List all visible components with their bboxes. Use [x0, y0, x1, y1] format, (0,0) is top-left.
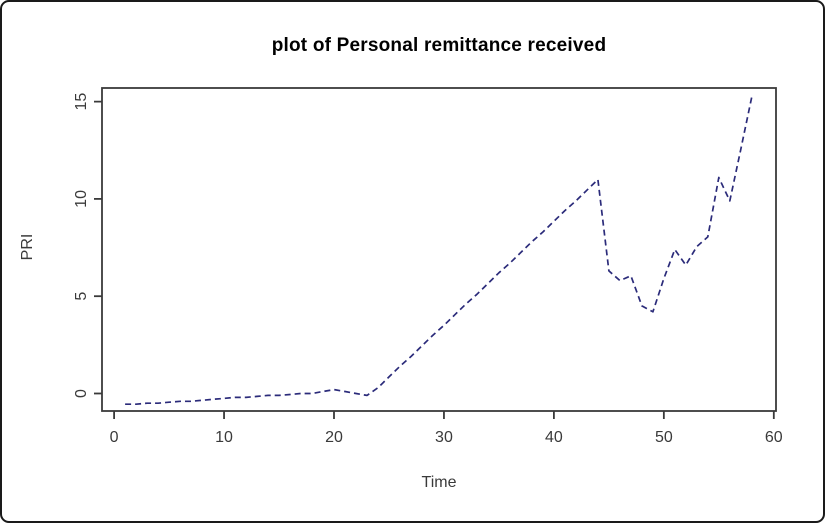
plot-box: [101, 87, 777, 412]
chart-title: plot of Personal remittance received: [271, 35, 607, 56]
x-tick-label: 60: [765, 429, 783, 446]
y-axis-ticks: 0 5 10 15: [73, 93, 102, 398]
x-tick-label: 50: [655, 429, 673, 446]
y-tick-label: 15: [73, 93, 90, 111]
x-tick-label: 40: [545, 429, 563, 446]
x-tick-label: 20: [325, 429, 343, 446]
x-tick-label: 10: [215, 429, 233, 446]
data-series-line: [125, 96, 753, 406]
x-axis-ticks: 0 10 20 30 40 50 60: [110, 411, 783, 446]
y-axis-label: PRI: [19, 233, 36, 261]
x-axis-label: Time: [421, 474, 457, 491]
x-tick-label: 30: [435, 429, 453, 446]
x-tick-label: 0: [110, 429, 119, 446]
y-tick-label: 0: [73, 389, 90, 398]
y-tick-label: 10: [73, 190, 90, 208]
y-tick-label: 5: [73, 292, 90, 301]
